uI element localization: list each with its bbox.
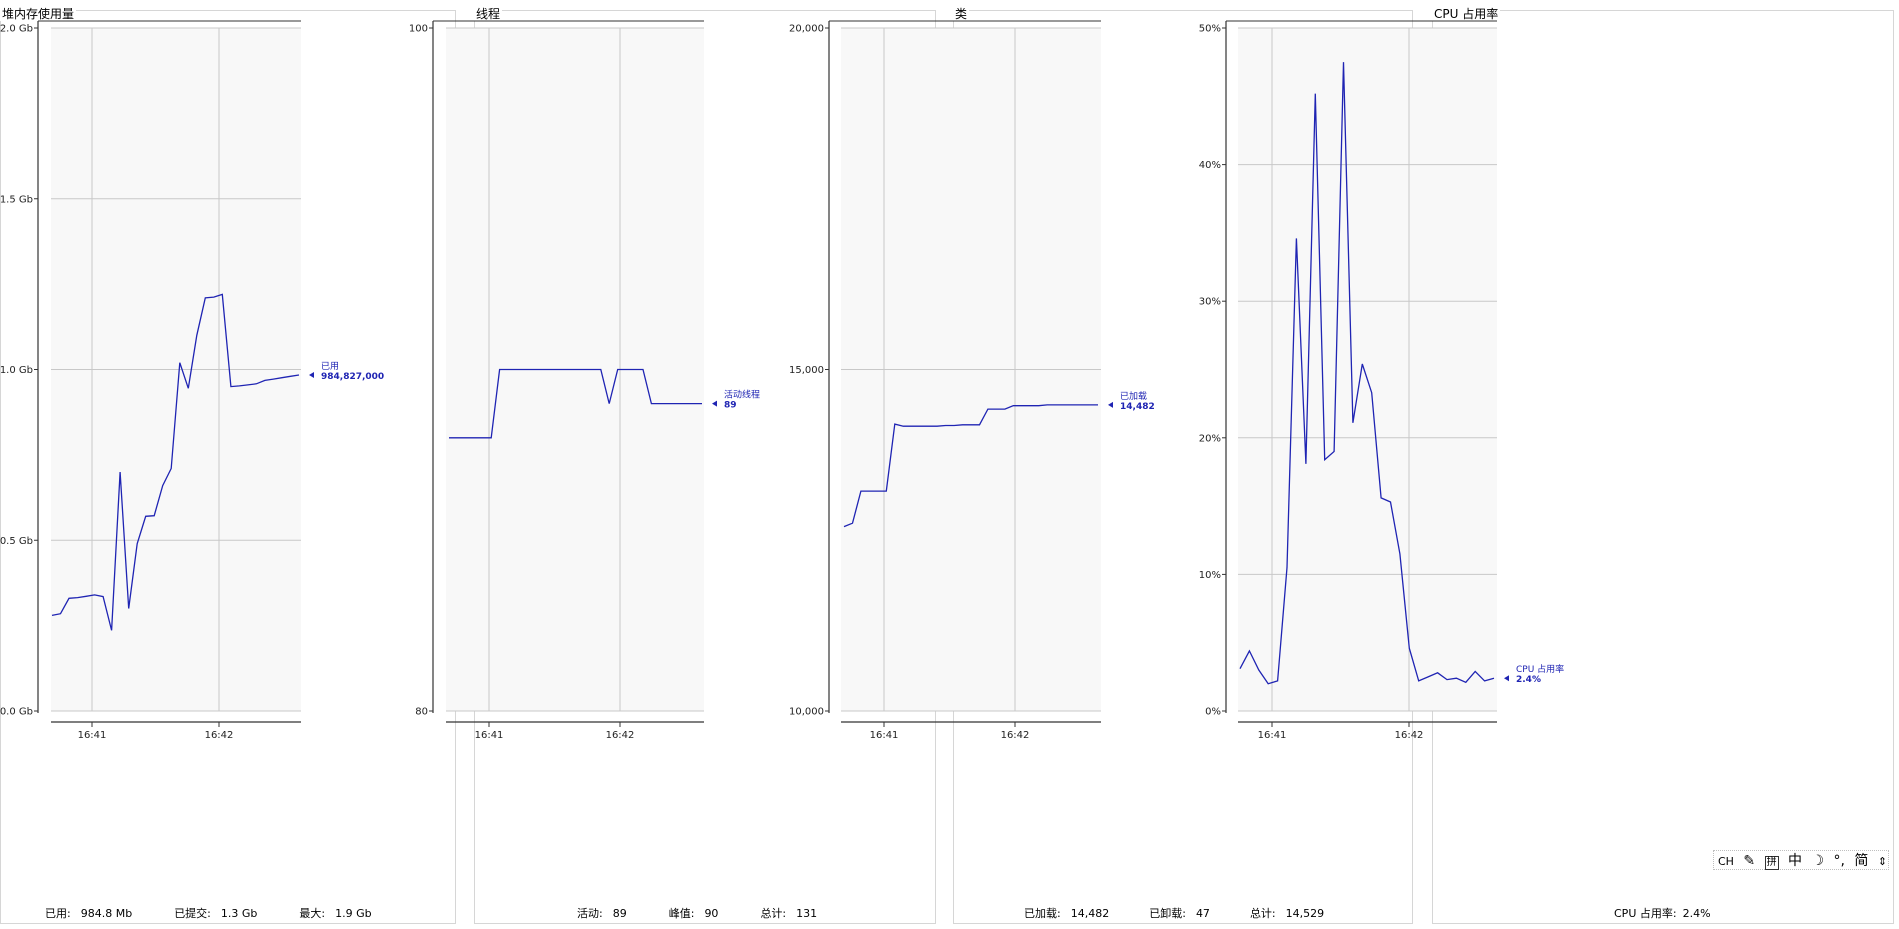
series-line xyxy=(51,293,300,631)
y-tick-label: 30% xyxy=(1199,297,1221,308)
x-tick-label: 16:42 xyxy=(1395,730,1424,741)
series-marker-value: 89 xyxy=(724,401,737,411)
summary-peak-label: 峰值: xyxy=(668,907,695,920)
series-line xyxy=(449,368,702,439)
y-tick-label: 10% xyxy=(1199,570,1221,581)
plot-area xyxy=(1238,28,1497,711)
ime-pinyin-mode[interactable]: 拼 xyxy=(1764,856,1779,870)
ime-simplified-mode[interactable]: 简 xyxy=(1854,853,1869,869)
y-tick-label: 50% xyxy=(1199,24,1221,35)
cpu-summary: CPU 占用率: 2.4% xyxy=(1614,907,1711,921)
ime-settings-icon[interactable]: ⇕ xyxy=(1877,855,1888,868)
series-line xyxy=(1239,62,1495,685)
summary-unloaded-value: 47 xyxy=(1195,907,1210,920)
heap-summary: 已用: 984.8 Mb 已提交: 1.3 Gb 最大: 1.9 Gb xyxy=(45,907,372,921)
y-tick-label: 1.0 Gb xyxy=(0,365,33,376)
x-tick-label: 16:42 xyxy=(1001,730,1030,741)
series-line xyxy=(843,404,1098,528)
y-tick-label: 1.5 Gb xyxy=(0,194,33,205)
summary-cpu-label: CPU 占用率: xyxy=(1614,907,1677,920)
x-tick-label: 16:42 xyxy=(606,730,635,741)
series-marker-label: 活动线程 xyxy=(724,389,760,401)
panel-title: 类 xyxy=(953,7,970,21)
y-tick-label: 100 xyxy=(409,24,428,35)
moon-icon[interactable]: ☽ xyxy=(1811,853,1825,869)
series-marker-label: CPU 占用率 xyxy=(1516,663,1564,675)
ime-toolbar[interactable]: CH ✎ 拼 中 ☽ °, 简 ⇕ xyxy=(1713,850,1889,870)
summary-total-value: 14,529 xyxy=(1285,907,1325,920)
x-tick-label: 16:41 xyxy=(1258,730,1287,741)
summary-loaded-value: 14,482 xyxy=(1070,907,1110,920)
summary-total-label: 总计: xyxy=(1249,907,1276,920)
summary-committed-label: 已提交: xyxy=(174,907,211,920)
y-tick-label: 40% xyxy=(1199,160,1221,171)
x-tick-label: 16:41 xyxy=(475,730,504,741)
y-tick-label: 2.0 Gb xyxy=(0,24,33,35)
y-tick-label: 0.5 Gb xyxy=(0,536,33,547)
summary-total-label: 总计: xyxy=(760,907,787,920)
y-tick-label: 20% xyxy=(1199,433,1221,444)
heap-memory-chart[interactable]: 0.0 Gb 0.5 Gb 1.0 Gb 1.5 Gb 2.0 Gb 16:41 16:42… xyxy=(0,11,457,925)
series-marker-triangle xyxy=(712,400,717,407)
panel-cpu: CPU 占用率 0% 10% 20% 30% 40% 50% 16:41 16:42 CPU 占… xyxy=(1199,7,1895,925)
y-tick-label: 80 xyxy=(415,707,428,718)
ime-tool-icon[interactable]: ✎ xyxy=(1743,853,1756,869)
panel-heap-memory: 堆内存使用量 0.0 Gb 0.5 Gb 1.0 Gb 1.5 Gb 2.0 Gb 16:… xyxy=(0,7,457,925)
summary-unloaded-label: 已卸载: xyxy=(1149,907,1186,920)
panel-title: CPU 占用率 xyxy=(1432,7,1501,21)
x-tick-label: 16:41 xyxy=(78,730,107,741)
summary-live-label: 活动: xyxy=(577,907,603,920)
ime-chinese-mode[interactable]: 中 xyxy=(1788,853,1803,869)
series-marker-label: 已用 xyxy=(321,361,339,372)
ime-punctuation-mode[interactable]: °, xyxy=(1833,853,1845,869)
y-tick-label: 15,000 xyxy=(789,365,824,376)
summary-max-label: 最大: xyxy=(299,907,326,920)
panel-title: 线程 xyxy=(474,7,503,21)
series-marker-value: 14,482 xyxy=(1120,402,1155,412)
summary-cpu-value: 2.4% xyxy=(1682,907,1711,920)
x-tick-label: 16:41 xyxy=(870,730,899,741)
series-marker-triangle xyxy=(309,371,314,378)
series-marker-label: 已加载 xyxy=(1120,390,1147,402)
x-tick-label: 16:42 xyxy=(205,730,234,741)
y-tick-label: 0.0 Gb xyxy=(0,707,33,718)
series-marker-triangle xyxy=(1504,675,1509,682)
y-tick-label: 10,000 xyxy=(789,707,824,718)
summary-max-value: 1.9 Gb xyxy=(335,907,372,920)
series-marker-value: 2.4% xyxy=(1516,675,1541,685)
classes-summary: 已加载: 14,482 已卸载: 47 总计: 14,529 xyxy=(1024,907,1324,921)
y-tick-label: 20,000 xyxy=(789,24,824,35)
summary-used-value: 984.8 Mb xyxy=(80,907,133,920)
threads-summary: 活动: 89 峰值: 90 总计: 131 xyxy=(577,907,817,921)
summary-total-value: 131 xyxy=(796,907,818,920)
y-tick-label: 0% xyxy=(1205,707,1221,718)
summary-used-label: 已用: xyxy=(45,907,71,920)
ime-lang-label[interactable]: CH xyxy=(1718,855,1734,868)
summary-committed-value: 1.3 Gb xyxy=(220,907,258,920)
summary-peak-value: 90 xyxy=(704,907,719,920)
panel-title: 堆内存使用量 xyxy=(0,7,77,21)
series-marker-value: 984,827,000 xyxy=(321,372,384,382)
series-marker-triangle xyxy=(1108,401,1113,408)
summary-live-value: 89 xyxy=(612,907,627,920)
summary-loaded-label: 已加载: xyxy=(1024,907,1061,920)
